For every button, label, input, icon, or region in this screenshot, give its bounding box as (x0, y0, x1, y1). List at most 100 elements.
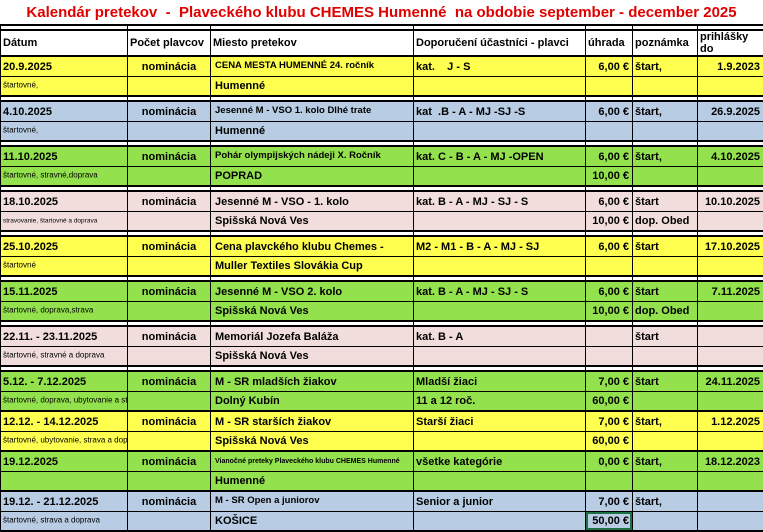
cell-swimmers[interactable]: nominácia (128, 451, 211, 472)
cell-note-2[interactable] (633, 257, 698, 277)
cell-note[interactable]: štart, (633, 146, 698, 167)
cell-deadline[interactable] (698, 491, 763, 512)
cell-date[interactable]: 18.10.2025 (1, 191, 128, 212)
cell-fees-note[interactable]: stravovanie, štartovné a doprava (1, 212, 128, 232)
cell-venue-name[interactable]: Jesenné M - VSO 1. kolo Dlhé trate (211, 101, 414, 122)
cell-payment[interactable]: 6,00 € (586, 236, 633, 257)
cell-deadline-2[interactable] (698, 257, 763, 277)
cell-deadline[interactable]: 17.10.2025 (698, 236, 763, 257)
cell-deadline[interactable]: 10.10.2025 (698, 191, 763, 212)
cell-swimmers[interactable]: nominácia (128, 326, 211, 347)
cell-deadline-2[interactable] (698, 512, 763, 532)
cell-swimmers-2[interactable] (128, 257, 211, 277)
cell-note[interactable]: štart (633, 191, 698, 212)
cell-payment[interactable]: 6,00 € (586, 146, 633, 167)
cell-payment-2[interactable] (586, 122, 633, 142)
cell-swimmers-2[interactable] (128, 347, 211, 367)
cell-venue-city[interactable]: Spišská Nová Ves (211, 347, 414, 367)
cell-venue-name[interactable]: Pohár olympijských nádeji X. Ročník (211, 146, 414, 167)
cell-fees-note[interactable]: štartovné, doprava, ubytovanie a stravov… (1, 392, 128, 412)
cell-participants[interactable]: kat. B - A (414, 326, 586, 347)
cell-payment[interactable]: 6,00 € (586, 101, 633, 122)
cell-note-2[interactable] (633, 392, 698, 412)
cell-payment[interactable]: 7,00 € (586, 491, 633, 512)
cell-deadline-2[interactable] (698, 392, 763, 412)
cell-payment-2[interactable] (586, 77, 633, 97)
cell-venue-name[interactable]: M - SR starších žiakov (211, 411, 414, 432)
cell-payment-2[interactable]: 10,00 € (586, 212, 633, 232)
cell-swimmers[interactable]: nominácia (128, 371, 211, 392)
cell-payment-2[interactable] (586, 347, 633, 367)
cell-venue-name[interactable]: Memoriál Jozefa Baláža (211, 326, 414, 347)
cell-payment[interactable] (586, 326, 633, 347)
cell-note[interactable]: štart, (633, 56, 698, 77)
cell-swimmers[interactable]: nominácia (128, 56, 211, 77)
cell-deadline[interactable]: 18.12.2023 (698, 451, 763, 472)
cell-participants[interactable]: kat. B - A - MJ - SJ - S (414, 281, 586, 302)
cell-fees-note[interactable]: štartovné, ubytovanie, strava a doprava (1, 432, 128, 452)
cell-deadline-2[interactable] (698, 167, 763, 187)
column-header-5[interactable]: úhrada (586, 30, 633, 56)
cell-participants-2[interactable] (414, 347, 586, 367)
cell-deadline[interactable]: 7.11.2025 (698, 281, 763, 302)
cell-date[interactable]: 19.12. - 21.12.2025 (1, 491, 128, 512)
cell-deadline[interactable]: 1.12.2025 (698, 411, 763, 432)
cell-deadline-2[interactable] (698, 212, 763, 232)
cell-venue-city[interactable]: POPRAD (211, 167, 414, 187)
column-header-4[interactable]: Doporučení účastníci - plavci (414, 30, 586, 56)
cell-venue-city[interactable]: Spišská Nová Ves (211, 212, 414, 232)
cell-participants[interactable]: Mladší žiaci (414, 371, 586, 392)
cell-swimmers[interactable]: nominácia (128, 101, 211, 122)
cell-note-2[interactable] (633, 512, 698, 532)
cell-fees-note[interactable]: štartovné, doprava,strava (1, 302, 128, 322)
cell-payment-2[interactable]: 10,00 € (586, 167, 633, 187)
cell-swimmers-2[interactable] (128, 122, 211, 142)
cell-fees-note[interactable]: štartovné, strava a doprava (1, 512, 128, 532)
cell-payment-2[interactable]: 10,00 € (586, 302, 633, 322)
cell-participants[interactable]: Senior a junior (414, 491, 586, 512)
cell-venue-city[interactable]: Spišská Nová Ves (211, 432, 414, 452)
cell-participants[interactable]: kat. J - S (414, 56, 586, 77)
cell-venue-city[interactable]: Humenné (211, 77, 414, 97)
cell-fees-note[interactable] (1, 472, 128, 492)
cell-note-2[interactable]: dop. Obed (633, 302, 698, 322)
cell-payment[interactable]: 6,00 € (586, 191, 633, 212)
column-header-1[interactable]: Dátum (1, 30, 128, 56)
cell-swimmers[interactable]: nominácia (128, 411, 211, 432)
cell-date[interactable]: 19.12.2025 (1, 451, 128, 472)
cell-note[interactable]: štart, (633, 101, 698, 122)
cell-swimmers[interactable]: nominácia (128, 236, 211, 257)
cell-participants-2[interactable]: 11 a 12 roč. (414, 392, 586, 412)
cell-swimmers-2[interactable] (128, 392, 211, 412)
cell-note-2[interactable] (633, 122, 698, 142)
cell-participants[interactable]: kat .B - A - MJ -SJ -S (414, 101, 586, 122)
cell-participants-2[interactable] (414, 432, 586, 452)
cell-note[interactable]: štart (633, 326, 698, 347)
cell-payment[interactable]: 7,00 € (586, 371, 633, 392)
cell-date[interactable]: 12.12. - 14.12.2025 (1, 411, 128, 432)
cell-deadline-2[interactable] (698, 122, 763, 142)
cell-participants-2[interactable] (414, 472, 586, 492)
cell-venue-name[interactable]: Jesenné M - VSO 2. kolo (211, 281, 414, 302)
cell-swimmers[interactable]: nominácia (128, 491, 211, 512)
cell-participants[interactable]: všetke kategórie (414, 451, 586, 472)
cell-participants-2[interactable] (414, 257, 586, 277)
cell-deadline[interactable]: 4.10.2025 (698, 146, 763, 167)
cell-payment-2-selected[interactable]: 50,00 € (586, 512, 633, 532)
cell-venue-city[interactable]: Humenné (211, 472, 414, 492)
cell-date[interactable]: 4.10.2025 (1, 101, 128, 122)
cell-payment[interactable]: 0,00 € (586, 451, 633, 472)
cell-date[interactable]: 22.11. - 23.11.2025 (1, 326, 128, 347)
cell-note-2[interactable] (633, 432, 698, 452)
cell-venue-city[interactable]: Humenné (211, 122, 414, 142)
cell-venue-name[interactable]: Jesenné M - VSO - 1. kolo (211, 191, 414, 212)
cell-note[interactable]: štart (633, 371, 698, 392)
cell-venue-name[interactable]: M - SR Open a juniorov (211, 491, 414, 512)
cell-swimmers[interactable]: nominácia (128, 281, 211, 302)
cell-participants-2[interactable] (414, 122, 586, 142)
cell-note-2[interactable] (633, 77, 698, 97)
cell-swimmers-2[interactable] (128, 472, 211, 492)
cell-note[interactable]: štart, (633, 411, 698, 432)
cell-date[interactable]: 25.10.2025 (1, 236, 128, 257)
cell-participants[interactable]: Starší žiaci (414, 411, 586, 432)
